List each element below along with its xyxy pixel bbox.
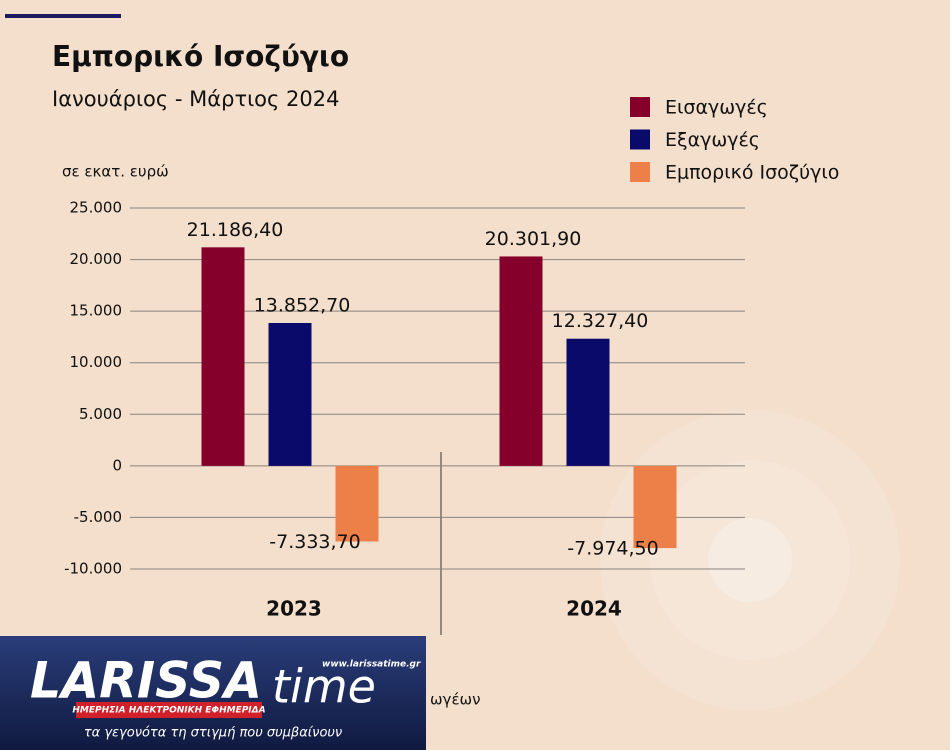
legend-label: Εξαγωγές [665,129,760,151]
y-tick-label: 10.000 [70,353,123,371]
legend-label: Εισαγωγές [665,97,768,119]
logo-background [0,636,426,750]
legend-swatch [630,162,650,182]
x-tick-label: 2024 [566,597,622,621]
y-tick-label: -5.000 [74,508,122,526]
logo-tagline: ΗΜΕΡΗΣΙΑ ΗΛΕΚΤΡΟΝΙΚΗ ΕΦΗΜΕΡΙΔΑ [72,706,265,716]
y-tick-label: 5.000 [79,405,122,423]
value-label: 13.852,70 [254,294,351,316]
bar [499,256,543,466]
logo-url: www.larissatime.gr [322,660,421,670]
accent-bar [5,14,121,18]
bar [335,465,379,542]
legend-swatch [630,129,650,150]
chart-title: Εμπορικό Ισοζύγιο [52,40,349,73]
y-tick-label: -10.000 [64,560,122,578]
bar [633,465,677,549]
value-label: 20.301,90 [485,228,582,250]
y-axis-label: σε εκατ. ευρώ [62,163,169,181]
y-tick-label: 20.000 [70,250,123,268]
chart-subtitle: Ιανουάριος - Μάρτιος 2024 [52,87,339,111]
logo-slogan: τα γεγονότα τη στιγμή που συμβαίνουν [84,726,342,741]
value-label: -7.974,50 [567,538,658,560]
x-tick-label: 2023 [266,597,322,621]
logo: LARISSA time www.larissatime.gr ΗΜΕΡΗΣΙΑ… [0,636,426,750]
decor-circle [650,460,850,660]
legend-swatch [630,97,650,117]
value-label: -7.333,70 [269,531,360,553]
bar [566,338,610,466]
decor-circle [708,518,792,602]
bar [201,247,245,466]
y-tick-label: 25.000 [70,199,123,217]
footnote: ωγέων [430,691,481,709]
y-tick-label: 15.000 [70,302,123,320]
value-label: 21.186,40 [187,219,284,241]
legend-label: Εμπορικό Ισοζύγιο [665,162,839,184]
value-label: 12.327,40 [552,310,649,332]
logo-name: time [272,660,376,714]
logo-tagline-bg [76,702,262,718]
y-tick-label: 0 [112,456,122,474]
logo-name: LARISSA [30,652,262,710]
bar [268,322,312,466]
